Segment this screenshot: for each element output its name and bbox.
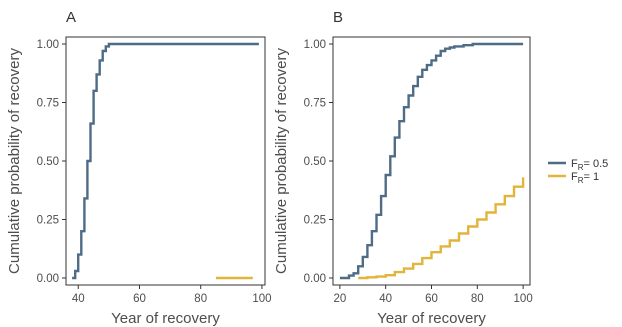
x-tick-label: 60 bbox=[425, 293, 438, 305]
series-line-fr-1 bbox=[358, 177, 523, 278]
legend-label: FR= 0.5 bbox=[571, 158, 608, 172]
x-tick-label: 20 bbox=[333, 293, 346, 305]
y-tick-label: 1.00 bbox=[304, 39, 326, 51]
legend: FR= 0.5FR= 1 bbox=[548, 158, 608, 185]
x-tick-label: 60 bbox=[133, 293, 146, 305]
y-tick-label: 0.50 bbox=[37, 156, 59, 168]
y-tick-label: 0.75 bbox=[37, 98, 59, 110]
series-line-fr-0-5 bbox=[340, 44, 523, 278]
y-tick-label: 1.00 bbox=[37, 39, 59, 51]
y-axis-title: Cumulative probability of recovery bbox=[6, 48, 23, 274]
legend-item: FR= 1 bbox=[548, 171, 599, 185]
y-tick-label: 0.75 bbox=[304, 98, 326, 110]
panel-letter: A bbox=[66, 9, 76, 26]
x-tick-label: 80 bbox=[471, 293, 484, 305]
y-tick-label: 0.00 bbox=[304, 273, 326, 285]
x-tick-label: 100 bbox=[514, 293, 533, 305]
legend-label-suffix: = 0.5 bbox=[584, 158, 609, 170]
series-line-fr-0-5 bbox=[72, 44, 259, 278]
legend-label: FR= 1 bbox=[571, 171, 599, 185]
x-tick-label: 40 bbox=[72, 293, 85, 305]
y-tick-label: 0.25 bbox=[304, 214, 326, 226]
plot-frame bbox=[333, 37, 530, 285]
x-tick-label: 80 bbox=[194, 293, 207, 305]
legend-label-suffix: = 1 bbox=[584, 171, 600, 183]
x-tick-label: 40 bbox=[379, 293, 392, 305]
panel-a: A 0.00 0.25 0.50 0.75 1.00 40 60 80 100 Year of re… bbox=[6, 9, 272, 327]
x-axis-title: Year of recovery bbox=[111, 310, 220, 327]
y-tick-label: 0.00 bbox=[37, 273, 59, 285]
y-axis-title: Cumulative probability of recovery bbox=[273, 48, 290, 274]
y-tick-label: 0.50 bbox=[304, 156, 326, 168]
panel-letter: B bbox=[333, 9, 343, 26]
panel-b: B 0.00 0.25 0.50 0.75 1.00 20 40 60 80 100 Year of … bbox=[273, 9, 533, 327]
legend-item: FR= 0.5 bbox=[548, 158, 608, 172]
x-axis-title: Year of recovery bbox=[377, 310, 486, 327]
x-tick-label: 100 bbox=[252, 293, 271, 305]
y-tick-label: 0.25 bbox=[37, 214, 59, 226]
